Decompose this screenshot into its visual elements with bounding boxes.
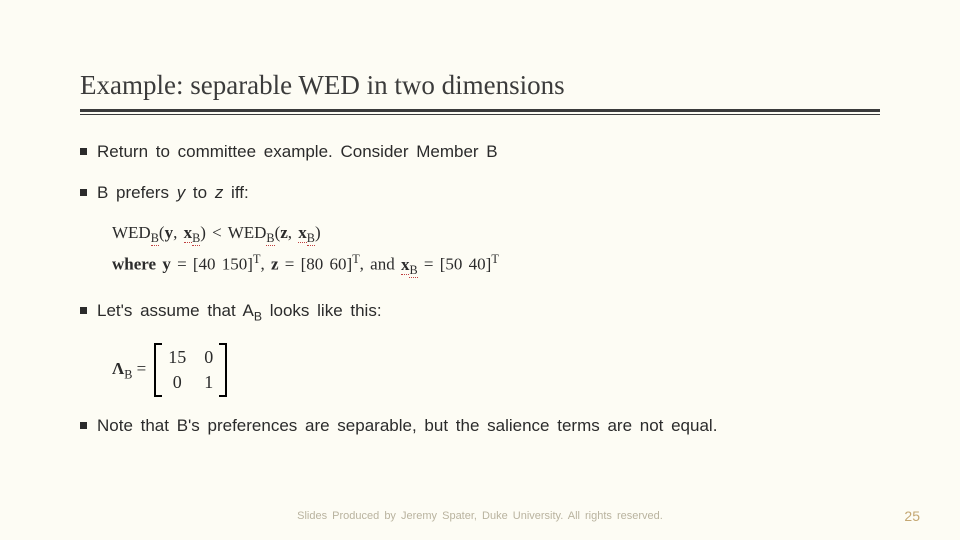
bullet-2-text: B prefers y to z iff: <box>97 182 880 205</box>
bullet-1: Return to committee example. Consider Me… <box>80 141 880 164</box>
lambda-sym: Λ <box>112 359 124 378</box>
z2: z <box>271 255 279 274</box>
m-a22: 1 <box>204 372 213 393</box>
bullet-2-pre: B prefers <box>97 183 177 202</box>
bracket-right-icon <box>219 343 227 397</box>
lt: < <box>206 223 228 242</box>
t2: T <box>352 252 359 266</box>
xb2-sub: B <box>307 231 315 246</box>
bullet-3-pre: Let's assume that A <box>97 301 254 320</box>
bullet-2-mid: to <box>185 183 215 202</box>
bullet-2-post: iff: <box>223 183 248 202</box>
bullet-marker-icon <box>80 422 87 429</box>
wed2: WED <box>228 223 267 242</box>
bullet-3: Let's assume that AB looks like this: <box>80 300 880 325</box>
bullet-2-y: y <box>177 183 186 202</box>
wed2-sub: B <box>266 231 274 246</box>
lambda-eq: = <box>132 359 146 378</box>
comma2: , <box>288 223 299 242</box>
bullet-4: Note that B's preferences are separable,… <box>80 415 880 438</box>
title-rule-thick <box>80 109 880 112</box>
wed1: WED <box>112 223 151 242</box>
bullet-1-text: Return to committee example. Consider Me… <box>97 141 880 164</box>
xb1-x: x <box>184 223 193 243</box>
zeq: = [80 60] <box>279 255 353 274</box>
m-a11: 15 <box>168 347 186 368</box>
z-vec: z <box>280 223 288 242</box>
xb1-sub: B <box>192 231 200 246</box>
math-where: where y = [40 150]T, z = [80 60]T, and x… <box>112 252 880 278</box>
m-a12: 0 <box>204 347 213 368</box>
bullet-marker-icon <box>80 189 87 196</box>
bullet-4-text: Note that B's preferences are separable,… <box>97 415 880 438</box>
matrix-lambda: ΛB = 15 0 0 1 <box>112 343 880 397</box>
math-inequality: WEDB(y, xB) < WEDB(z, xB) <box>112 223 880 246</box>
yeq: = [40 150] <box>171 255 253 274</box>
c1: , <box>260 255 271 274</box>
page-number: 25 <box>904 508 920 524</box>
bullet-marker-icon <box>80 307 87 314</box>
bullet-3-sub: B <box>254 310 262 324</box>
where: where <box>112 255 162 274</box>
matrix-lhs: ΛB = <box>112 359 146 382</box>
bullet-marker-icon <box>80 148 87 155</box>
bullet-3-post: looks like this: <box>262 301 382 320</box>
slide-body: Example: separable WED in two dimensions… <box>0 0 960 438</box>
matrix-grid: 15 0 0 1 <box>162 343 219 397</box>
content-area: Return to committee example. Consider Me… <box>80 141 880 438</box>
xbeq: = [50 40] <box>418 255 492 274</box>
slide-title: Example: separable WED in two dimensions <box>80 70 880 101</box>
bracket-left-icon <box>154 343 162 397</box>
y2: y <box>162 255 171 274</box>
xb2-x: x <box>298 223 307 243</box>
bullet-3-text: Let's assume that AB looks like this: <box>97 300 880 325</box>
m-a21: 0 <box>168 372 186 393</box>
bullet-2: B prefers y to z iff: <box>80 182 880 205</box>
comma1: , <box>173 223 184 242</box>
args2-close: ) <box>315 223 321 242</box>
c2: , and <box>360 255 401 274</box>
y-vec: y <box>165 223 174 242</box>
t3: T <box>491 252 498 266</box>
title-rule-thin <box>80 114 880 115</box>
xb-sub: B <box>409 263 417 278</box>
wed1-sub: B <box>151 231 159 246</box>
footer-credit: Slides Produced by Jeremy Spater, Duke U… <box>0 510 960 522</box>
